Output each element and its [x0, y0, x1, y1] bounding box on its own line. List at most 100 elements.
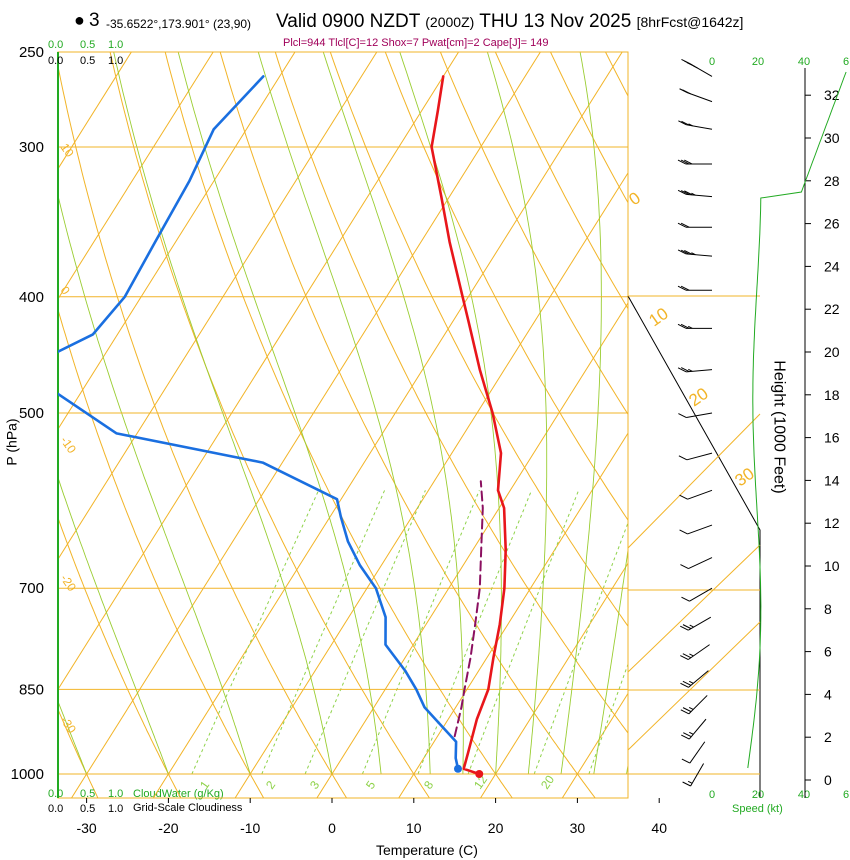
- valid-date: THU 13 Nov 2025: [479, 11, 632, 32]
- wind-barb-flag: [677, 222, 687, 228]
- wind-speed-profile-line: [747, 71, 847, 769]
- isotherm-line: [58, 52, 214, 300]
- wind-barb: [677, 159, 712, 165]
- pressure-tick-label: 700: [19, 580, 44, 597]
- moist-adiabat-line: [58, 700, 88, 775]
- dry-adiabat-line: [274, 52, 628, 734]
- speed-top-tick-label: 6: [843, 56, 849, 68]
- mixing-ratio-line: [361, 490, 480, 775]
- wind-panel-adiabat: [627, 413, 761, 549]
- wind-barb-flag: [682, 653, 692, 659]
- wind-barb-staff: [686, 253, 713, 257]
- wind-barb-flag: [680, 323, 690, 329]
- isotherm-line: [643, 41, 850, 799]
- height-tick-label: 6: [824, 644, 832, 660]
- height-tick-label: 4: [824, 686, 832, 702]
- moist-adiabat-line: [58, 476, 169, 775]
- dry-adiabat-line: [58, 64, 348, 798]
- wind-barb-flag: [681, 734, 690, 740]
- surface-temperature-marker: [475, 770, 484, 778]
- cloud-bottom-black-label: 0.5: [80, 803, 95, 815]
- wind-barb: [681, 718, 707, 740]
- wind-barb: [677, 189, 713, 198]
- cloud-bottom-green-label: 0.5: [80, 788, 95, 800]
- mixing-ratio-line: [533, 521, 628, 775]
- wind-barb-halfflag: [691, 192, 696, 196]
- cloud-top-green-label: 0.5: [80, 39, 95, 51]
- isotherm-line: [58, 52, 378, 561]
- isotherm-line: [398, 432, 628, 798]
- wind-barb-flag: [677, 285, 687, 291]
- wind-barb-halfflag: [693, 65, 698, 69]
- moist-adiabat-line: [58, 193, 251, 775]
- cloud-top-green-label: 0.0: [48, 39, 63, 51]
- moist-adiabat-line: [626, 763, 628, 775]
- moist-adiabat-line: [486, 52, 548, 775]
- station-number: 3: [89, 10, 100, 31]
- wind-barb-staff: [689, 587, 713, 602]
- plot-frame: [57, 51, 629, 799]
- wind-barb: [680, 616, 712, 631]
- wind-barb: [680, 557, 713, 570]
- wind-barb-flag: [678, 455, 688, 461]
- wind-barb-halfflag: [688, 123, 693, 127]
- dry-adiabat-label: -10: [58, 434, 80, 457]
- height-tick-label: 10: [824, 558, 840, 574]
- pressure-tick-label: 1000: [11, 766, 44, 783]
- valid-time: Valid 0900 NZDT: [276, 11, 420, 32]
- wind-barb-flag: [677, 159, 687, 165]
- isotherm-line: [561, 692, 628, 798]
- height-tick-label: 18: [824, 387, 840, 403]
- wind-barb: [682, 763, 705, 787]
- wind-barb-flag: [684, 250, 693, 255]
- wind-barb-staff: [688, 718, 707, 740]
- cloud-bottom-green-label: 1.0: [108, 788, 123, 800]
- mixing-ratio-line: [191, 490, 320, 775]
- cloud-bottom-black-label: 0.0: [48, 803, 63, 815]
- mixing-ratio-label: 2: [263, 778, 278, 792]
- wind-barb: [679, 489, 713, 500]
- mixing-ratio-label: 8: [421, 778, 436, 792]
- wind-barb-staff: [688, 670, 709, 688]
- mixing-ratio-line: [261, 490, 386, 775]
- wind-barb-halfflag: [689, 624, 694, 628]
- wind-barb-flag: [680, 159, 690, 165]
- x-tick-label: 20: [488, 820, 504, 836]
- wind-barb-flag: [684, 159, 693, 165]
- wind-barb-staff: [688, 644, 710, 660]
- dry-adiabat-line: [329, 52, 628, 628]
- isotherm-line: [234, 171, 628, 798]
- height-tick-label: 8: [824, 601, 832, 617]
- dry-adiabat-line: [58, 708, 99, 798]
- cloud-bottom-green-label: 0.0: [48, 788, 63, 800]
- wind-barb-staff: [688, 557, 713, 570]
- dry-adiabat-line: [164, 52, 513, 798]
- mixing-ratio-line: [467, 490, 580, 775]
- x-tick-label: 10: [406, 820, 422, 836]
- cloud-top-black-label: 0.5: [80, 55, 95, 67]
- dry-adiabat-line: [604, 52, 628, 97]
- wind-barb-flag: [679, 529, 688, 535]
- isotherm-line: [70, 52, 541, 798]
- cloud-bottom-black-label: 1.0: [108, 803, 123, 815]
- wind-barb-staff: [687, 524, 713, 535]
- dry-adiabat-line: [384, 52, 628, 521]
- wind-barb: [677, 249, 713, 257]
- wind-barb: [680, 644, 710, 660]
- wind-barb-staff: [688, 695, 708, 715]
- moist-adiabat-line: [322, 52, 464, 774]
- height-tick-label: 24: [824, 258, 840, 274]
- background-grid: [58, 41, 850, 799]
- wind-panel-boundary: [627, 295, 761, 798]
- wind-barb-flag: [681, 120, 690, 126]
- pressure-tick-label: 300: [19, 139, 44, 156]
- station-location: -35.6522°,173.901° (23,90): [106, 17, 252, 31]
- wind-barb-halfflag: [689, 680, 694, 684]
- moist-adiabat-line: [257, 52, 431, 775]
- wind-barb: [680, 670, 709, 688]
- speed-bottom-tick-label: 6: [843, 789, 849, 801]
- mixing-ratio-label: 1: [197, 778, 212, 792]
- mixing-ratio-line: [417, 490, 533, 775]
- wind-barb: [678, 412, 713, 419]
